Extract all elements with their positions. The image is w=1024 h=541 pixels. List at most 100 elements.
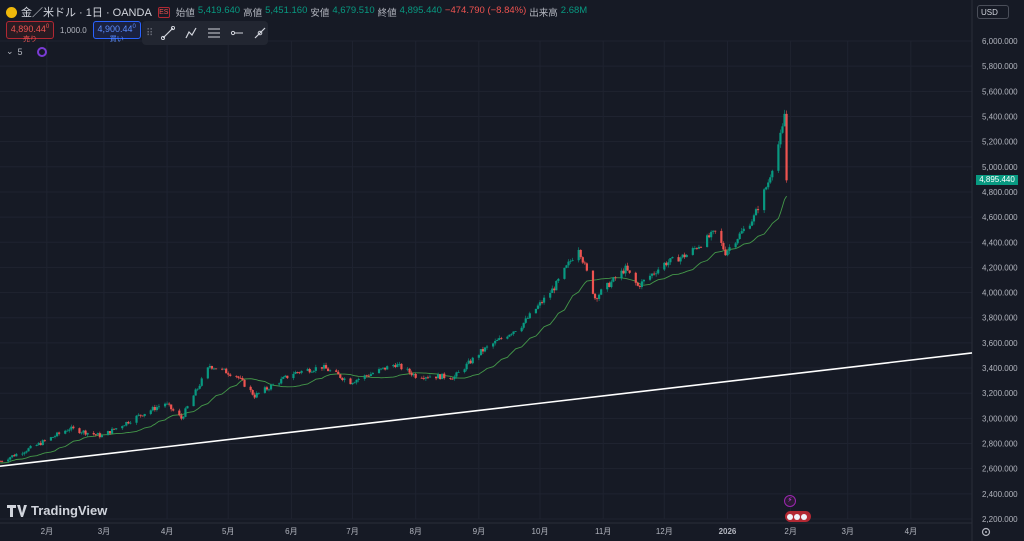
candle-body <box>23 452 26 454</box>
candle-body <box>557 278 560 281</box>
candle-body <box>620 270 623 279</box>
candle-body <box>265 387 269 390</box>
candle-body <box>467 360 470 364</box>
brush-tool-icon[interactable] <box>251 24 268 42</box>
candle-body <box>367 375 370 377</box>
chevron-down-icon[interactable]: ⌄ <box>6 46 14 56</box>
candle-body <box>736 239 739 244</box>
candle-body <box>280 378 283 384</box>
mini-badge[interactable]: ES <box>157 6 170 18</box>
indicator-toggle[interactable]: ⌄ 5 <box>6 46 47 57</box>
candle-body <box>655 273 658 275</box>
candle-body <box>229 374 232 376</box>
candle-body <box>610 281 613 288</box>
candle-body <box>377 369 381 374</box>
candle-body <box>455 372 458 377</box>
candle-body <box>500 338 503 339</box>
drag-handle-icon[interactable]: ⠿ <box>146 27 154 39</box>
candle-body <box>763 189 766 211</box>
candle-body <box>748 225 751 229</box>
last-price-label: 4,895.440 <box>976 175 1018 185</box>
candle-body <box>479 349 483 356</box>
candle-body <box>127 421 130 424</box>
settings-gear-icon[interactable] <box>981 527 991 537</box>
fib-tool-icon[interactable] <box>205 24 222 42</box>
buy-button[interactable]: 4,900.440 買い <box>92 21 141 43</box>
candle-body <box>379 368 383 370</box>
candle-body <box>756 209 760 211</box>
candle-body <box>149 410 152 414</box>
currency-selector[interactable]: USD <box>977 5 1009 19</box>
time-tick-label: 12月 <box>656 527 673 536</box>
candle-body <box>522 322 525 328</box>
candle-body <box>520 327 523 332</box>
candle-body <box>665 262 668 266</box>
candle-body <box>667 262 670 266</box>
economic-event-flags-icon[interactable] <box>785 511 811 522</box>
candle-body <box>129 422 132 424</box>
candle-body <box>657 269 660 274</box>
event-marker-icon[interactable]: ⚡ <box>784 495 796 507</box>
candle-body <box>653 273 656 275</box>
candle-body <box>439 374 442 380</box>
candle-body <box>349 378 352 385</box>
candle-body <box>351 383 354 385</box>
time-tick-label: 2月 <box>41 527 53 536</box>
candle-body <box>595 298 599 300</box>
candle-body <box>538 302 542 306</box>
candle-body <box>113 428 116 430</box>
candle-body <box>648 275 652 280</box>
candle-body <box>66 430 69 432</box>
horizontal-ray-icon[interactable] <box>228 24 245 42</box>
candle-body <box>622 270 625 274</box>
candle-body <box>734 243 737 248</box>
candle-body <box>396 364 399 368</box>
time-tick-label: 11月 <box>595 527 611 536</box>
candle-body <box>314 367 317 371</box>
candle-body <box>37 442 40 445</box>
tradingview-logo: TradingView <box>7 503 107 518</box>
candle-body <box>742 228 745 232</box>
candle-body <box>553 288 556 291</box>
candle-body <box>214 368 218 370</box>
candle-body <box>172 409 175 411</box>
candle-body <box>221 368 224 370</box>
price-tick-label: 4,200.000 <box>982 263 1018 272</box>
candle-body <box>255 392 258 398</box>
candle-body <box>628 270 631 273</box>
time-axis[interactable]: 2月 3月 4月 5月 6月 7月 8月 9月 10月 11月 12月 2026 2月 3月 4月 <box>41 527 917 536</box>
candle-body <box>235 375 238 377</box>
candle-body <box>767 182 770 188</box>
candle-body <box>614 277 617 279</box>
candle-body <box>180 415 183 419</box>
pen-tool-icon[interactable] <box>182 24 199 42</box>
candle-body <box>369 374 372 377</box>
symbol-name[interactable]: 金／米ドル · 1日 · OANDA <box>21 7 152 19</box>
ohlc-values: 始値 5,419.640 高値 5,451.160 安値 4,679.510 終値 4,… <box>175 5 588 19</box>
candle-body <box>284 375 287 378</box>
candle-body <box>685 254 688 258</box>
candle-body <box>64 430 67 434</box>
candle-body <box>335 370 338 372</box>
candle-body <box>239 377 242 379</box>
candle-body <box>43 440 46 442</box>
price-axis[interactable]: 6,000.000 5,800.000 5,600.000 5,400.000 5,20… <box>982 37 1018 524</box>
price-tick-label: 5,600.000 <box>982 87 1018 96</box>
candle-body <box>612 277 615 282</box>
candle-body <box>339 374 342 378</box>
candle-body <box>783 113 786 127</box>
candle-body <box>392 365 395 367</box>
sell-button[interactable]: 4,890.440 売り <box>6 21 54 43</box>
candle-body <box>27 448 30 452</box>
quantity-field[interactable]: 1,000.0 <box>60 25 87 35</box>
candle-body <box>555 280 558 291</box>
trendline-tool-icon[interactable] <box>159 24 176 42</box>
candle-body <box>381 367 385 369</box>
candle-body <box>597 294 601 299</box>
trendline[interactable] <box>0 352 973 467</box>
candle-body <box>512 331 515 334</box>
candle-body <box>237 376 240 378</box>
time-tick-label: 9月 <box>473 527 485 536</box>
candle-body <box>681 254 684 258</box>
